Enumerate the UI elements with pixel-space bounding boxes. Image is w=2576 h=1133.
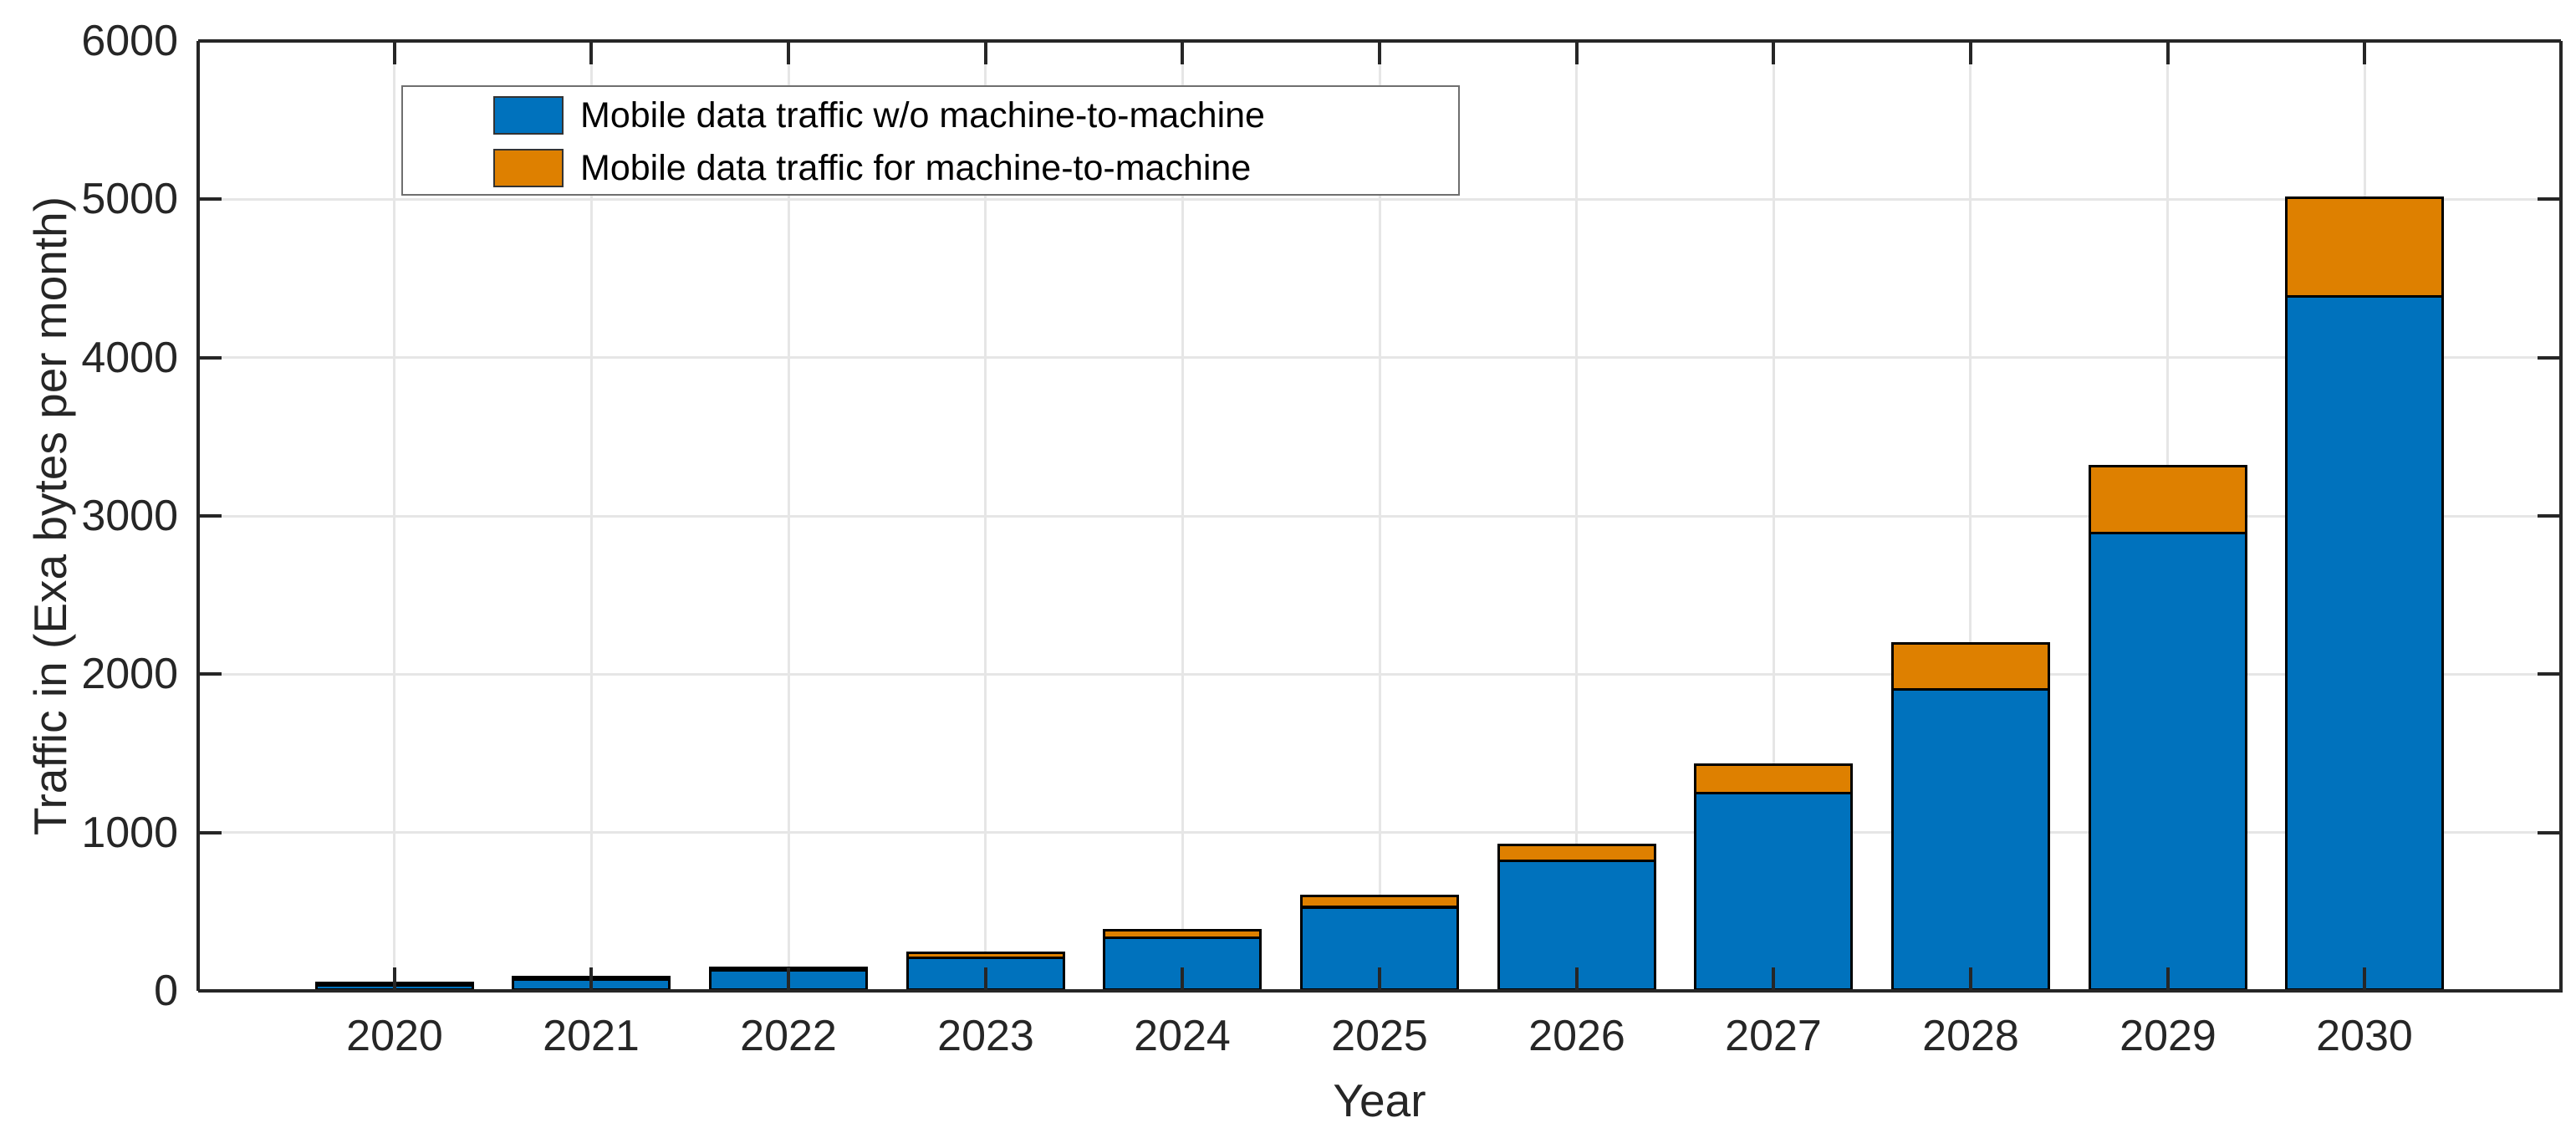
legend-swatch-1 (493, 149, 564, 187)
x-tick-bottom-2025 (1378, 967, 1381, 991)
y-tick-right-1000 (2538, 831, 2561, 834)
legend-swatch-0 (493, 96, 564, 135)
y-tick-label-2000: 2000 (81, 650, 178, 698)
x-tick-top-2020 (393, 41, 396, 64)
plot-box-bottom (198, 989, 2563, 993)
x-gridline-2028 (1969, 41, 1972, 991)
x-tick-bottom-2020 (393, 967, 396, 991)
y-tick-label-1000: 1000 (81, 809, 178, 857)
plot-box-left (196, 41, 200, 991)
y-tick-label-3000: 3000 (81, 492, 178, 540)
x-tick-label-2020: 2020 (346, 1012, 443, 1060)
y-tick-left-4000 (198, 356, 222, 360)
x-gridline-2024 (1181, 41, 1184, 991)
bar-2028-base (1891, 688, 2050, 991)
bar-2030-m2m (2285, 196, 2444, 298)
x-gridline-2020 (393, 41, 395, 991)
x-tick-bottom-2024 (1181, 967, 1184, 991)
y-tick-right-5000 (2538, 197, 2561, 201)
plot-box-top (198, 39, 2561, 43)
x-tick-bottom-2027 (1772, 967, 1775, 991)
plot-box-right (2559, 41, 2563, 993)
x-tick-label-2025: 2025 (1331, 1012, 1428, 1060)
bar-2030-base (2285, 295, 2444, 991)
bar-2029-base (2089, 532, 2247, 991)
y-tick-right-3000 (2538, 514, 2561, 518)
legend-label-1: Mobile data traffic for machine-to-machi… (580, 148, 1252, 188)
x-tick-top-2028 (1969, 41, 1972, 64)
x-tick-label-2028: 2028 (1922, 1012, 2019, 1060)
bar-2026-m2m (1497, 844, 1656, 862)
bar-2024-m2m (1103, 929, 1262, 939)
bar-2028-m2m (1891, 642, 2050, 691)
y-tick-label-4000: 4000 (81, 334, 178, 382)
y-tick-left-5000 (198, 197, 222, 201)
x-tick-label-2022: 2022 (740, 1012, 837, 1060)
legend-item-1: Mobile data traffic for machine-to-machi… (403, 148, 1251, 188)
legend-label-0: Mobile data traffic w/o machine-to-machi… (580, 95, 1265, 135)
x-gridline-2025 (1379, 41, 1381, 991)
x-tick-bottom-2021 (589, 967, 593, 991)
x-tick-bottom-2022 (787, 967, 790, 991)
x-tick-top-2025 (1378, 41, 1381, 64)
x-tick-label-2027: 2027 (1725, 1012, 1822, 1060)
x-tick-top-2027 (1772, 41, 1775, 64)
x-tick-label-2026: 2026 (1528, 1012, 1625, 1060)
x-tick-label-2029: 2029 (2119, 1012, 2216, 1060)
x-tick-top-2023 (984, 41, 987, 64)
x-tick-bottom-2030 (2363, 967, 2366, 991)
x-gridline-2021 (590, 41, 593, 991)
bar-2029-m2m (2089, 465, 2247, 534)
x-gridline-2027 (1773, 41, 1775, 991)
y-axis-label: Traffic in (Exa bytes per month) (24, 196, 76, 836)
bar-2027-m2m (1694, 763, 1853, 794)
x-gridline-2023 (984, 41, 987, 991)
y-tick-label-6000: 6000 (81, 17, 178, 65)
x-tick-label-2030: 2030 (2316, 1012, 2413, 1060)
x-tick-label-2021: 2021 (543, 1012, 640, 1060)
x-axis-label: Year (1333, 1074, 1426, 1126)
y-tick-left-1000 (198, 831, 222, 834)
legend-item-0: Mobile data traffic w/o machine-to-machi… (403, 95, 1265, 135)
x-tick-label-2024: 2024 (1134, 1012, 1231, 1060)
bar-2025-m2m (1300, 895, 1459, 908)
bar-2027-base (1694, 792, 1853, 991)
y-tick-right-2000 (2538, 672, 2561, 676)
y-tick-left-2000 (198, 672, 222, 676)
x-tick-top-2022 (787, 41, 790, 64)
x-tick-label-2023: 2023 (937, 1012, 1034, 1060)
x-tick-top-2030 (2363, 41, 2366, 64)
x-tick-top-2026 (1575, 41, 1579, 64)
x-tick-top-2024 (1181, 41, 1184, 64)
x-tick-bottom-2023 (984, 967, 987, 991)
bar-2023-m2m (906, 952, 1065, 959)
x-tick-bottom-2029 (2166, 967, 2170, 991)
x-tick-bottom-2026 (1575, 967, 1579, 991)
x-tick-top-2021 (589, 41, 593, 64)
y-tick-left-3000 (198, 514, 222, 518)
x-tick-top-2029 (2166, 41, 2170, 64)
x-gridline-2026 (1575, 41, 1578, 991)
x-tick-bottom-2028 (1969, 967, 1972, 991)
x-gridline-2022 (788, 41, 790, 991)
y-tick-right-4000 (2538, 356, 2561, 360)
legend-box: Mobile data traffic w/o machine-to-machi… (401, 85, 1460, 196)
y-tick-label-5000: 5000 (81, 175, 178, 223)
y-tick-label-0: 0 (154, 967, 178, 1015)
